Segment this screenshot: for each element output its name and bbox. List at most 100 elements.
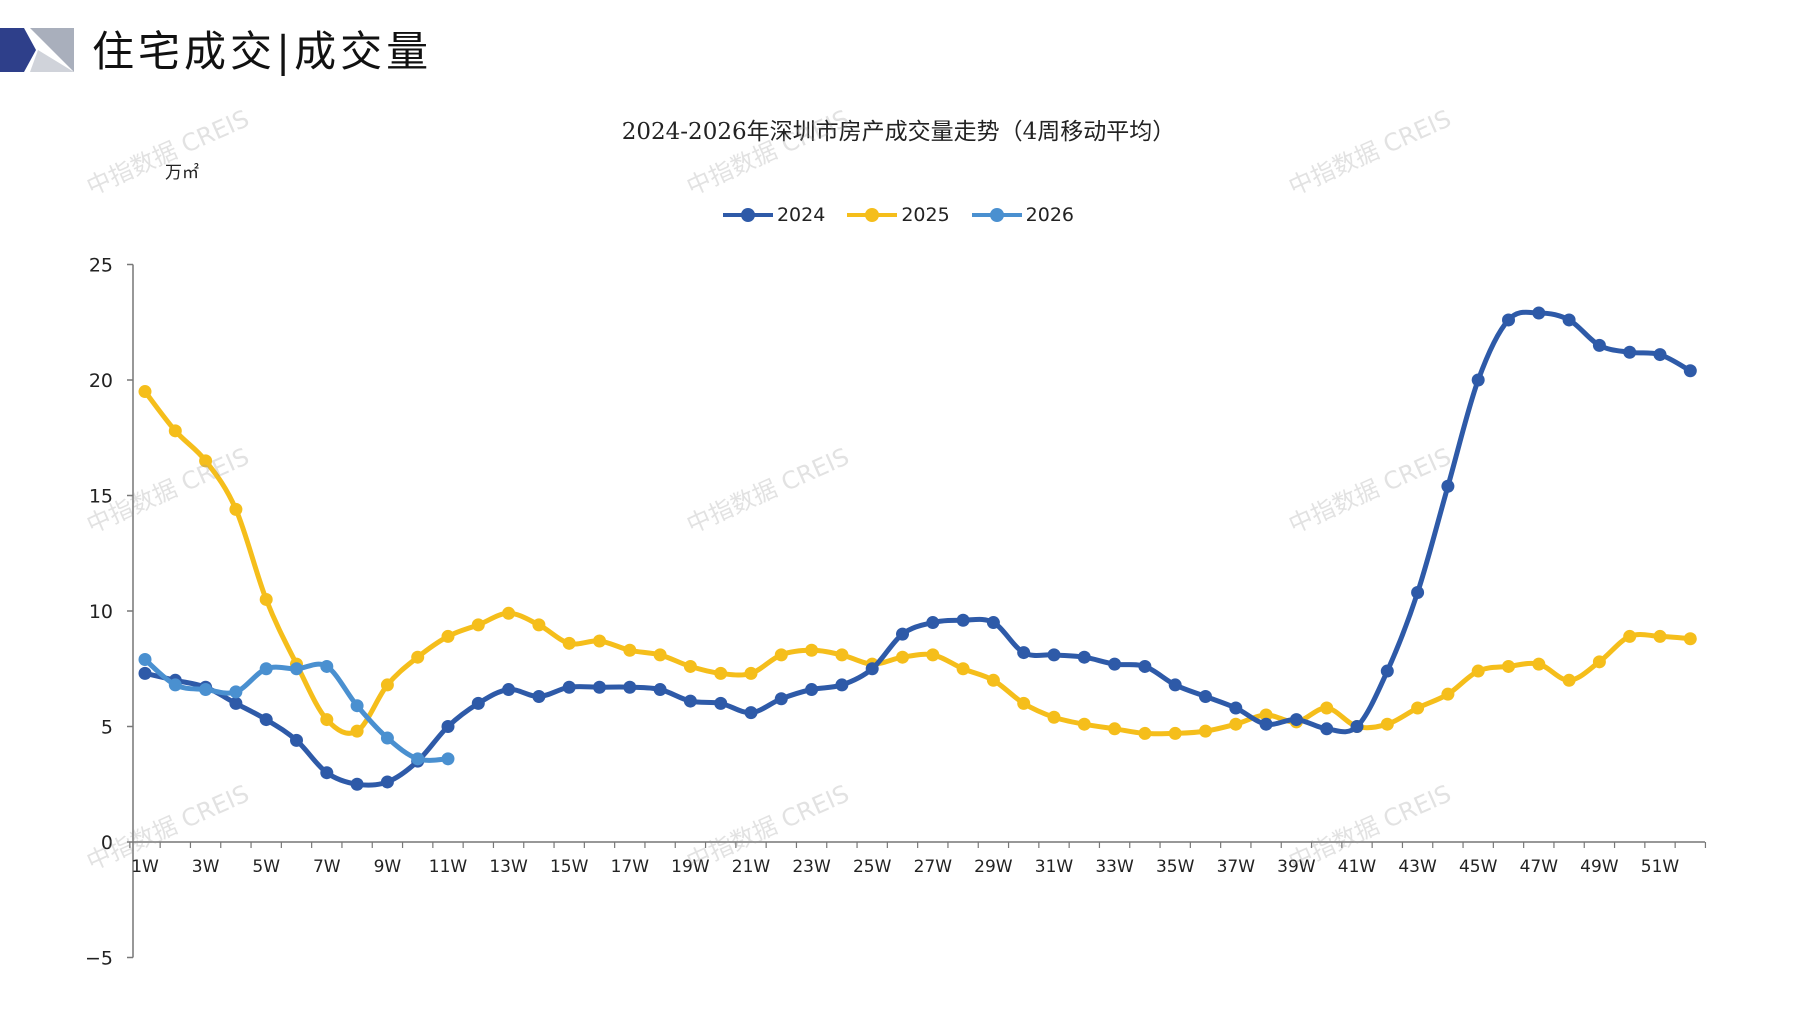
legend-swatch-2025 [847, 208, 898, 222]
x-tick-label: 35W [1156, 857, 1195, 877]
header: 住宅成交|成交量 [0, 0, 600, 90]
point-2024 [1471, 373, 1485, 387]
point-2024 [138, 666, 152, 680]
point-2025 [1017, 696, 1031, 710]
y-tick-label: −5 [85, 948, 113, 970]
point-2026 [320, 659, 334, 673]
point-2024 [1259, 717, 1273, 731]
point-2025 [1471, 664, 1485, 678]
y-axis-unit: 万㎡ [165, 163, 199, 183]
x-tick-label: 33W [1095, 857, 1134, 877]
point-2024 [1138, 659, 1152, 673]
x-tick-label: 23W [792, 857, 831, 877]
point-2025 [714, 666, 728, 680]
point-2025 [956, 662, 970, 676]
point-2024 [1380, 664, 1394, 678]
point-2024 [896, 627, 909, 641]
x-tick-label: 17W [611, 857, 650, 877]
point-2024 [350, 777, 364, 791]
point-2025 [1077, 717, 1091, 731]
point-2024 [229, 696, 243, 710]
y-tick-label: 20 [89, 370, 113, 392]
point-2025 [1138, 726, 1152, 740]
point-2025 [1320, 701, 1334, 715]
point-2024 [471, 696, 485, 710]
point-2024 [623, 680, 637, 694]
legend-item-2024[interactable]: 2024 [722, 204, 826, 226]
chart-title: 2024-2026年深圳市房产成交量走势（4周移动平均） [621, 119, 1176, 145]
point-2024 [1320, 722, 1334, 736]
point-2024 [956, 613, 970, 627]
point-2024 [1289, 713, 1303, 727]
x-tick-label: 51W [1641, 857, 1680, 877]
series-line-2024 [142, 309, 1693, 788]
point-2024 [1683, 364, 1697, 378]
x-tick-label: 37W [1217, 857, 1256, 877]
x-tick-label: 5W [252, 857, 280, 877]
point-2024 [1077, 650, 1091, 664]
point-2024 [1047, 648, 1061, 662]
point-2024 [1350, 720, 1364, 733]
x-tick-label: 29W [974, 857, 1013, 877]
legend-label-2026: 2026 [1025, 204, 1075, 226]
x-tick-label: 41W [1338, 857, 1377, 877]
x-tick-label: 21W [732, 857, 771, 877]
point-2024 [805, 683, 819, 697]
y-tick-label: 5 [101, 717, 113, 739]
point-2026 [411, 752, 425, 766]
page-title: 住宅成交|成交量 [92, 27, 433, 76]
point-2025 [653, 648, 667, 662]
point-2024 [290, 733, 303, 747]
y-tick-label: 0 [101, 832, 113, 854]
point-2026 [229, 685, 243, 699]
point-2024 [1532, 306, 1546, 320]
point-2025 [593, 634, 606, 648]
x-tick-label: 11W [429, 857, 468, 877]
x-tick-label: 1W [131, 857, 159, 877]
x-tick-label: 9W [374, 857, 402, 877]
point-2024 [1623, 345, 1637, 359]
legend-item-2026[interactable]: 2026 [971, 204, 1075, 226]
point-2025 [1199, 724, 1212, 738]
point-2025 [896, 650, 909, 664]
point-2025 [1380, 717, 1394, 731]
point-2025 [138, 385, 152, 399]
x-tick-label: 47W [1520, 857, 1559, 877]
point-2024 [1502, 313, 1515, 327]
point-2024 [562, 680, 576, 694]
point-2024 [986, 616, 1000, 630]
point-2025 [926, 648, 940, 662]
point-2026 [259, 662, 273, 676]
legend-item-2025[interactable]: 2025 [847, 204, 950, 226]
legend-label-2024: 2024 [776, 204, 826, 226]
point-2025 [1108, 722, 1122, 736]
point-2024 [320, 766, 334, 780]
point-2024 [502, 683, 516, 697]
point-2025 [1532, 657, 1546, 671]
legend-swatch-2024 [722, 208, 773, 222]
point-2026 [441, 752, 455, 766]
point-2025 [1562, 673, 1576, 687]
chart-legend: 2024 2025 2026 [0, 204, 1797, 226]
point-2024 [1411, 586, 1425, 600]
point-2025 [168, 424, 182, 438]
point-2026 [168, 678, 182, 692]
point-2025 [1411, 701, 1425, 715]
point-2026 [350, 699, 364, 713]
point-2025 [1229, 717, 1243, 731]
point-2025 [986, 673, 1000, 687]
point-2024 [835, 678, 849, 692]
point-2025 [683, 659, 697, 673]
point-2025 [1653, 629, 1667, 643]
point-2025 [774, 648, 788, 662]
point-2024 [1229, 701, 1243, 715]
point-2024 [1653, 348, 1667, 362]
point-2025 [259, 592, 273, 606]
point-2026 [199, 683, 213, 697]
series-line-2025 [142, 389, 1693, 737]
point-2024 [259, 713, 273, 727]
point-2024 [714, 696, 728, 710]
point-2025 [1259, 708, 1273, 722]
point-2025 [380, 678, 394, 692]
